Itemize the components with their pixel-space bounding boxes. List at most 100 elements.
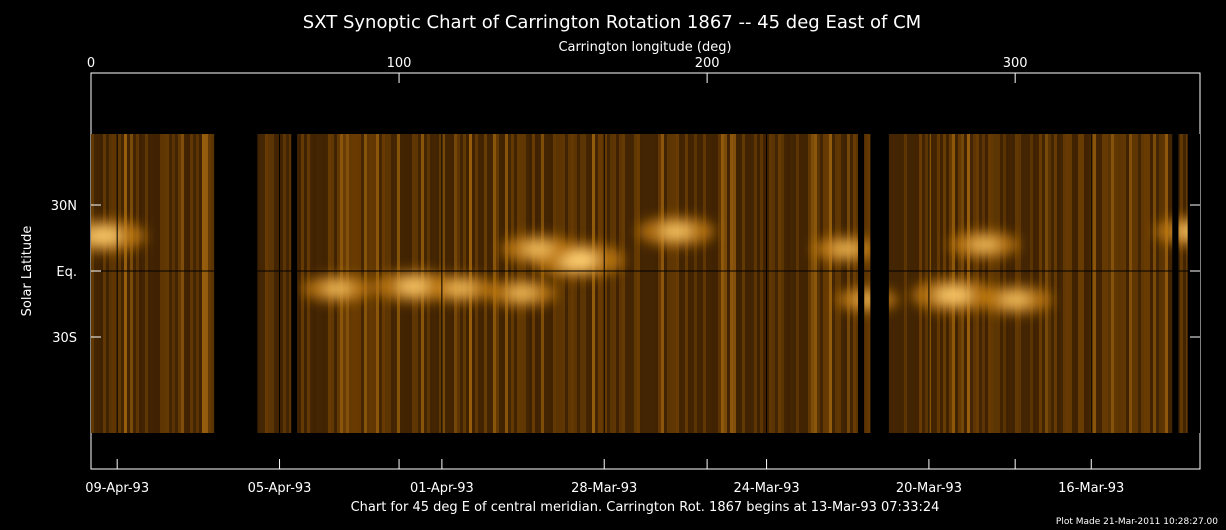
texture-band	[721, 134, 724, 433]
texture-band	[259, 134, 262, 433]
texture-band	[616, 134, 619, 433]
texture-band	[1156, 134, 1159, 433]
texture-band	[805, 134, 808, 433]
texture-band	[256, 134, 259, 433]
texture-band	[985, 134, 988, 433]
texture-band	[187, 134, 190, 433]
texture-band	[172, 134, 175, 433]
texture-band	[1144, 134, 1147, 433]
texture-band	[844, 134, 847, 433]
texture-band	[139, 134, 142, 433]
texture-band	[724, 134, 727, 433]
texture-band	[1075, 134, 1078, 433]
texture-band	[1015, 134, 1018, 433]
bright-region-core	[322, 281, 353, 296]
texture-band	[628, 134, 631, 433]
texture-band	[643, 134, 646, 433]
texture-band	[94, 134, 97, 433]
texture-band	[823, 134, 826, 433]
texture-band	[103, 134, 106, 433]
bottom-tick-label: 28-Mar-93	[571, 481, 637, 496]
texture-band	[1111, 134, 1114, 433]
texture-band	[733, 134, 736, 433]
texture-band	[106, 134, 109, 433]
texture-band	[1021, 134, 1024, 433]
texture-band	[610, 134, 613, 433]
texture-band	[982, 134, 985, 433]
bottom-tick-label: 24-Mar-93	[733, 481, 799, 496]
texture-band	[748, 134, 751, 433]
texture-band	[670, 134, 673, 433]
texture-band	[97, 134, 100, 433]
texture-band	[193, 134, 196, 433]
texture-band	[901, 134, 904, 433]
texture-band	[796, 134, 799, 433]
texture-band	[820, 134, 823, 433]
texture-band	[1093, 134, 1096, 433]
texture-band	[1162, 134, 1165, 433]
bright-region-core	[91, 227, 122, 245]
texture-band	[808, 134, 811, 433]
texture-band	[148, 134, 151, 433]
texture-band	[1096, 134, 1099, 433]
texture-band	[160, 134, 163, 433]
texture-band	[127, 134, 130, 433]
texture-band	[649, 134, 652, 433]
texture-band	[697, 134, 700, 433]
bright-region-core	[507, 286, 538, 300]
data-gap	[870, 134, 889, 433]
data-gap	[858, 134, 865, 433]
texture-band	[175, 134, 178, 433]
texture-band	[847, 134, 850, 433]
texture-band	[706, 134, 709, 433]
texture-band	[109, 134, 112, 433]
texture-band	[1030, 134, 1033, 433]
texture-band	[1060, 134, 1063, 433]
texture-band	[613, 134, 616, 433]
texture-band	[283, 134, 286, 433]
texture-band	[817, 134, 820, 433]
texture-band	[778, 134, 781, 433]
texture-band	[1102, 134, 1105, 433]
texture-band	[1033, 134, 1036, 433]
bottom-tick-label: 05-Apr-93	[248, 481, 312, 496]
texture-band	[121, 134, 124, 433]
texture-band	[703, 134, 706, 433]
texture-band	[991, 134, 994, 433]
texture-band	[1012, 134, 1015, 433]
texture-band	[1183, 134, 1186, 433]
texture-band	[547, 134, 550, 433]
texture-band	[640, 134, 643, 433]
texture-band	[1036, 134, 1039, 433]
texture-band	[211, 134, 214, 433]
texture-band	[571, 134, 574, 433]
texture-band	[1105, 134, 1108, 433]
bright-region-core	[445, 281, 476, 296]
texture-band	[568, 134, 571, 433]
texture-band	[565, 134, 568, 433]
top-tick-label: 300	[1003, 56, 1028, 71]
plot-made-stamp: Plot Made 21-Mar-2011 10:28:27.00	[1056, 517, 1218, 527]
texture-band	[766, 134, 769, 433]
texture-band	[586, 134, 589, 433]
texture-band	[1186, 134, 1189, 433]
texture-band	[760, 134, 763, 433]
texture-band	[1051, 134, 1054, 433]
texture-band	[145, 134, 148, 433]
texture-band	[607, 134, 610, 433]
texture-band	[1066, 134, 1069, 433]
texture-band	[904, 134, 907, 433]
texture-band	[712, 134, 715, 433]
texture-band	[634, 134, 637, 433]
texture-band	[661, 134, 664, 433]
texture-band	[907, 134, 910, 433]
data-gap	[1172, 134, 1179, 433]
texture-band	[580, 134, 583, 433]
texture-band	[493, 134, 496, 433]
texture-band	[853, 134, 856, 433]
texture-band	[619, 134, 622, 433]
texture-band	[370, 134, 373, 433]
texture-band	[166, 134, 169, 433]
texture-band	[589, 134, 592, 433]
